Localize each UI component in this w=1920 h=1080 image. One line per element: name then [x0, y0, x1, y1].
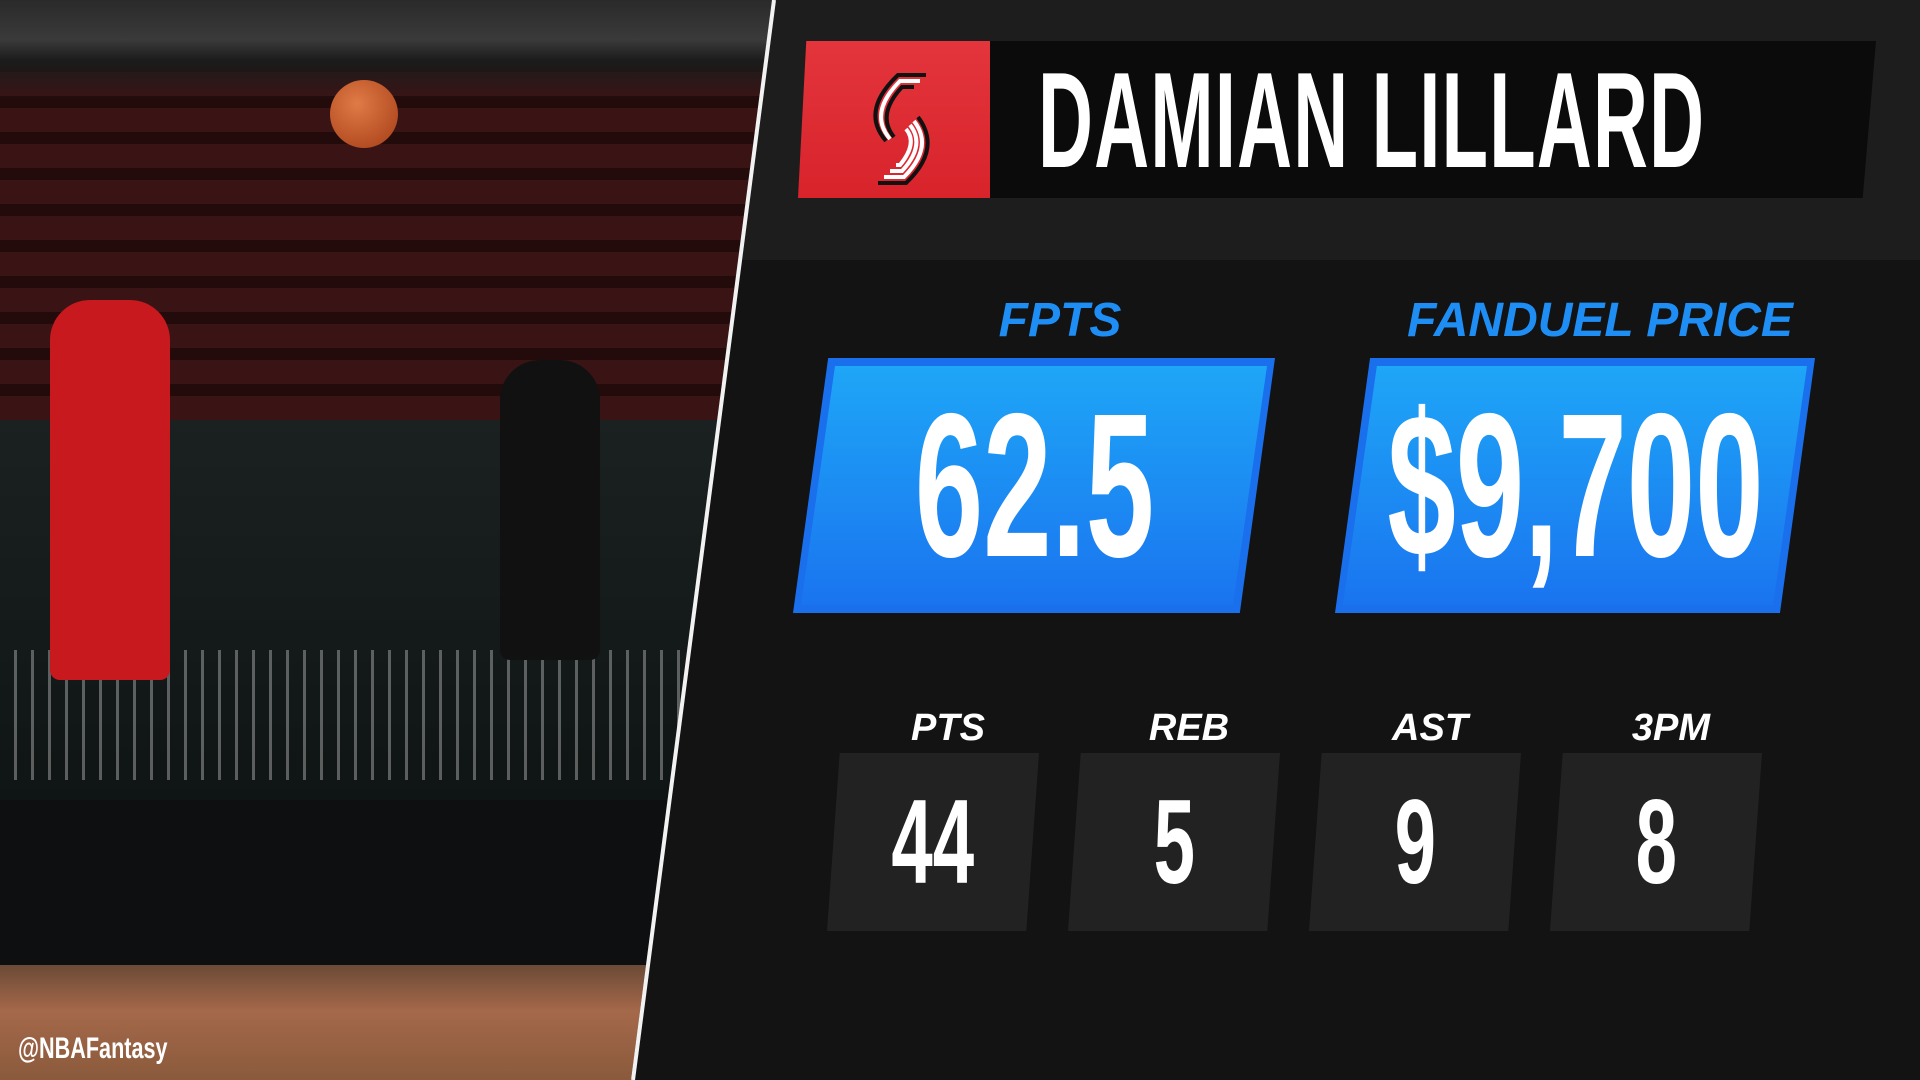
fanduel-price-box: $9,700	[1335, 358, 1815, 613]
basketball	[330, 80, 398, 148]
fpts-box: 62.5	[793, 358, 1275, 613]
stat-label-3pm: 3PM	[1631, 707, 1711, 749]
stat-box-reb: 5	[1068, 753, 1280, 931]
player-name-bar	[990, 41, 1876, 198]
defender-figure	[50, 300, 170, 680]
stat-value-pts: 44	[891, 775, 975, 909]
player-name: DAMIAN LILLARD	[1038, 44, 1706, 196]
watermark: @NBAFantasy	[18, 1032, 168, 1065]
courtside-banner	[0, 800, 700, 965]
stat-box-3pm: 8	[1550, 753, 1762, 931]
stat-value-3pm: 8	[1635, 775, 1677, 909]
stat-value-ast: 9	[1394, 775, 1436, 909]
stat-box-ast: 9	[1309, 753, 1521, 931]
stat-box-pts: 44	[827, 753, 1039, 931]
fanduel-price-value: $9,700	[1386, 371, 1764, 600]
fpts-label: FPTS	[998, 294, 1122, 347]
stat-label-ast: AST	[1392, 707, 1468, 749]
stat-label-reb: REB	[1148, 707, 1230, 749]
stat-label-pts: PTS	[911, 707, 985, 749]
fpts-value: 62.5	[914, 371, 1154, 600]
team-logo	[798, 41, 1005, 198]
pinwheel-icon	[873, 73, 930, 185]
shooter-figure	[500, 360, 600, 660]
stat-value-reb: 5	[1153, 775, 1195, 909]
fanduel-price-label: FANDUEL PRICE	[1407, 294, 1793, 347]
